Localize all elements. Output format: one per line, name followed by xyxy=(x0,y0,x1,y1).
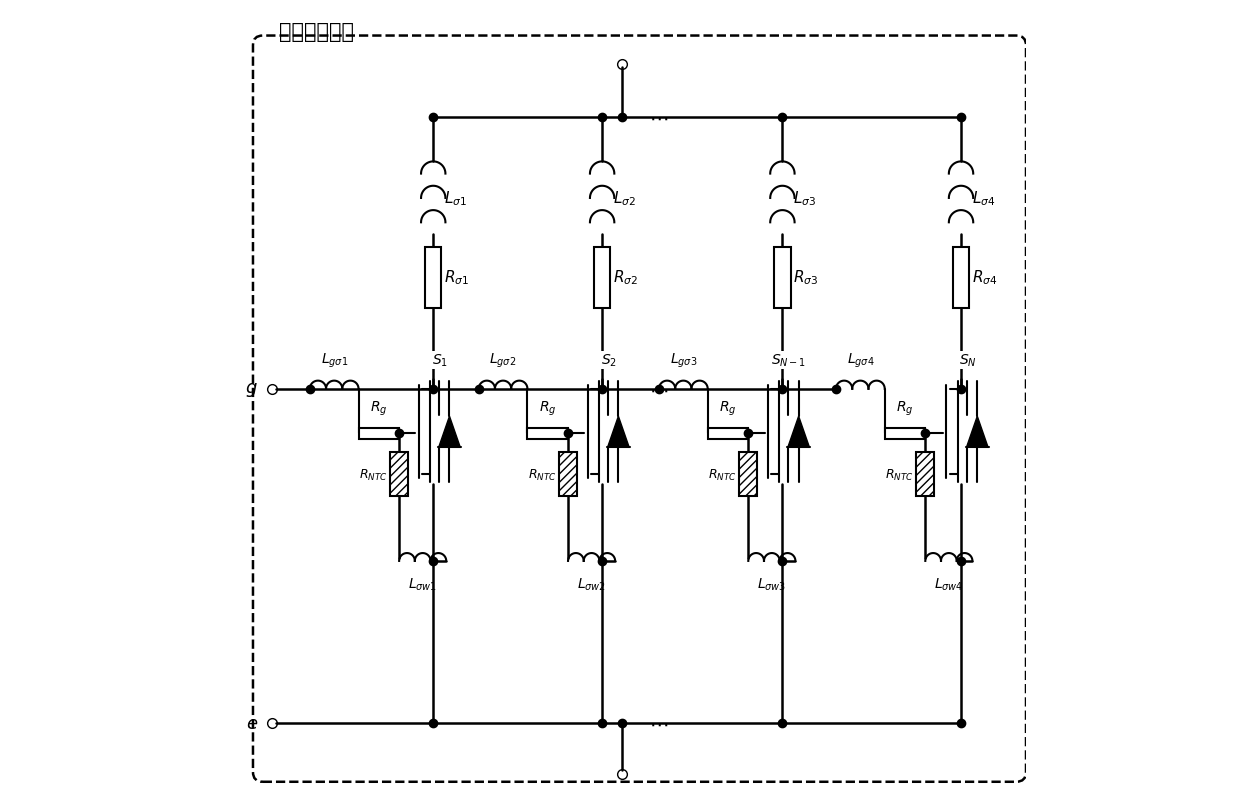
Text: 功率器件模块: 功率器件模块 xyxy=(279,22,353,42)
Text: $R_g$: $R_g$ xyxy=(719,399,737,418)
Bar xyxy=(391,453,408,496)
Text: $L_{g\sigma1}$: $L_{g\sigma1}$ xyxy=(320,351,348,370)
Text: $S_{N-1}$: $S_{N-1}$ xyxy=(771,353,806,369)
Text: $\cdots$: $\cdots$ xyxy=(650,108,668,127)
Text: $L_{g\sigma2}$: $L_{g\sigma2}$ xyxy=(490,351,517,370)
Text: $L_{\sigma w4}$: $L_{\sigma w4}$ xyxy=(934,576,963,592)
Text: $L_{\sigma3}$: $L_{\sigma3}$ xyxy=(792,189,816,208)
Text: $R_{NTC}$: $R_{NTC}$ xyxy=(708,467,737,482)
Text: $e$: $e$ xyxy=(246,714,258,732)
Text: $L_{\sigma1}$: $L_{\sigma1}$ xyxy=(444,189,466,208)
Text: $R_{\sigma4}$: $R_{\sigma4}$ xyxy=(972,268,997,287)
Bar xyxy=(884,428,925,440)
Text: $S_N$: $S_N$ xyxy=(959,353,976,369)
Polygon shape xyxy=(608,417,629,447)
Text: $S_2$: $S_2$ xyxy=(600,353,616,369)
Polygon shape xyxy=(439,417,460,447)
Text: $g$: $g$ xyxy=(246,380,258,398)
FancyBboxPatch shape xyxy=(253,36,1025,782)
Text: $\cdots$: $\cdots$ xyxy=(650,380,668,399)
Text: $\cdots$: $\cdots$ xyxy=(650,714,668,733)
Text: $L_{g\sigma3}$: $L_{g\sigma3}$ xyxy=(670,351,697,370)
Bar xyxy=(594,247,610,308)
Text: $L_{\sigma2}$: $L_{\sigma2}$ xyxy=(613,189,636,208)
Bar xyxy=(952,247,970,308)
Polygon shape xyxy=(967,417,988,447)
Text: $L_{\sigma w1}$: $L_{\sigma w1}$ xyxy=(408,576,438,592)
Text: $R_{NTC}$: $R_{NTC}$ xyxy=(885,467,914,482)
Text: $R_g$: $R_g$ xyxy=(539,399,557,418)
Bar xyxy=(739,453,758,496)
Text: $L_{\sigma w3}$: $L_{\sigma w3}$ xyxy=(758,576,786,592)
Bar xyxy=(559,453,577,496)
Bar xyxy=(774,247,791,308)
Text: $R_g$: $R_g$ xyxy=(370,399,388,418)
Text: $L_{\sigma w2}$: $L_{\sigma w2}$ xyxy=(577,576,606,592)
Text: $R_{NTC}$: $R_{NTC}$ xyxy=(528,467,557,482)
Text: $L_{\sigma4}$: $L_{\sigma4}$ xyxy=(972,189,994,208)
Text: $R_{\sigma2}$: $R_{\sigma2}$ xyxy=(613,268,637,287)
Text: $R_{\sigma3}$: $R_{\sigma3}$ xyxy=(792,268,818,287)
Text: $S_1$: $S_1$ xyxy=(432,353,448,369)
Bar xyxy=(358,428,399,440)
Bar xyxy=(916,453,934,496)
Text: $R_{NTC}$: $R_{NTC}$ xyxy=(360,467,388,482)
Bar xyxy=(425,247,441,308)
Polygon shape xyxy=(789,417,810,447)
Bar xyxy=(527,428,568,440)
Text: $L_{g\sigma4}$: $L_{g\sigma4}$ xyxy=(847,351,874,370)
Bar xyxy=(708,428,748,440)
Text: $R_{\sigma1}$: $R_{\sigma1}$ xyxy=(444,268,469,287)
Text: $R_g$: $R_g$ xyxy=(897,399,914,418)
